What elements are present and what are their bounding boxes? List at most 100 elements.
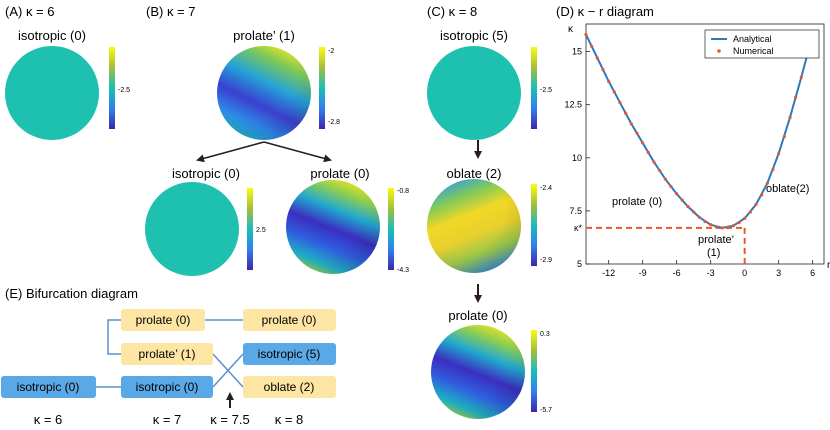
series-numerical-point	[794, 95, 798, 99]
series-numerical-point	[652, 160, 656, 164]
series-numerical-point	[692, 210, 696, 214]
kappa-label-7: κ = 7	[153, 412, 182, 427]
kappa-label-6: κ = 6	[34, 412, 63, 427]
colorbar-b-top	[319, 47, 325, 129]
series-numerical-point	[748, 210, 752, 214]
box-oblate-k8	[243, 376, 336, 398]
colorbar-c-bottom-max: 0.3	[540, 331, 550, 338]
y-tick-label: 7.5	[569, 206, 582, 216]
box-prolate-prime-k7-label: prolate’ (1)	[139, 347, 196, 361]
panel-a-title: (A) κ = 6	[5, 4, 55, 19]
series-numerical-point	[635, 131, 639, 135]
sphere-label-c-prolate: prolate (0)	[448, 308, 507, 323]
colorbar-c-bottom-min: -5.7	[540, 407, 552, 414]
series-numerical-point	[669, 184, 673, 189]
legend-numerical-label: Numerical	[733, 46, 774, 56]
y-axis-label: κ	[568, 24, 574, 35]
series-numerical-point	[714, 225, 718, 229]
x-axis-label: r	[827, 260, 830, 271]
annotation-prolate-prime-n: (1)	[707, 247, 720, 259]
y-tick-label: 5	[577, 259, 582, 269]
box-prolate-k8-label: prolate (0)	[262, 313, 317, 327]
series-numerical-point	[607, 79, 611, 83]
colorbar-a-tick: -2.5	[118, 87, 130, 94]
series-numerical-point	[760, 193, 764, 197]
box-isotropic-k7	[121, 376, 213, 398]
box-isotropic-k7-label: isotropic (0)	[136, 380, 199, 394]
series-numerical-point	[703, 219, 707, 224]
sphere-c-isotropic	[427, 46, 521, 140]
sphere-label-b-isotropic: isotropic (0)	[172, 166, 240, 181]
annotation-oblate: oblate(2)	[766, 183, 809, 195]
box-isotropic-k8	[243, 343, 336, 365]
series-numerical-point	[737, 220, 741, 225]
sphere-label-a-isotropic: isotropic (0)	[18, 28, 86, 43]
arrow-b-left	[196, 141, 265, 163]
colorbar-c-mid	[531, 184, 537, 266]
series-numerical-point	[754, 202, 758, 207]
series-numerical-point	[601, 68, 605, 72]
colorbar-b-right	[388, 188, 394, 270]
box-isotropic-k8-label: isotropic (5)	[258, 347, 321, 361]
box-prolate-k8	[243, 309, 336, 331]
sphere-b-isotropic	[145, 182, 239, 276]
series-numerical-point	[782, 134, 786, 139]
panel-d-title: (D) κ − r diagram	[556, 4, 654, 19]
sphere-a-isotropic	[5, 46, 99, 140]
series-numerical-point	[680, 198, 684, 202]
series-numerical-point	[595, 56, 599, 60]
sphere-label-b-prolate-prime: prolate’ (1)	[233, 28, 295, 43]
box-prolate-prime-k7	[121, 343, 213, 365]
series-numerical-point	[720, 226, 724, 230]
series-numerical-point	[709, 223, 713, 227]
series-numerical-point	[629, 122, 633, 126]
colorbar-b-right-min: -4.3	[397, 267, 409, 274]
series-numerical-point	[686, 205, 690, 209]
colorbar-a	[109, 47, 115, 129]
series-numerical-point	[771, 167, 775, 172]
box-isotropic-k6-label: isotropic (0)	[17, 380, 80, 394]
series-numerical-point	[641, 141, 645, 145]
annotation-prolate-prime: prolate’	[698, 234, 734, 246]
series-numerical-point	[731, 224, 735, 228]
colorbar-c-mid-min: -2.9	[540, 257, 552, 264]
arrow-b-right	[263, 141, 332, 163]
sphere-label-c-isotropic: isotropic (5)	[440, 28, 508, 43]
colorbar-b-top-min: -2.8	[328, 119, 340, 126]
kappa-label-7-5: κ = 7.5	[210, 412, 249, 427]
y-tick-label: 15	[572, 47, 582, 57]
series-numerical-point	[658, 168, 662, 173]
series-numerical-point	[743, 216, 747, 220]
series-numerical-point	[646, 150, 650, 155]
colorbar-b-right-max: -0.8	[397, 188, 409, 195]
panel-e-title: (E) Bifurcation diagram	[5, 286, 138, 301]
series-numerical-point	[697, 215, 701, 219]
series-numerical-point	[612, 90, 616, 94]
series-numerical-point	[590, 44, 594, 48]
series-numerical-point	[777, 151, 781, 156]
kappa-label-8: κ = 8	[275, 412, 304, 427]
y-tick-label: 10	[572, 153, 582, 163]
x-tick-label: 0	[742, 268, 747, 278]
colorbar-c-top-tick: -2.5	[540, 87, 552, 94]
series-numerical-point	[799, 75, 803, 79]
x-tick-label: 3	[776, 268, 781, 278]
box-prolate-k7	[121, 309, 205, 331]
x-tick-label: -6	[673, 268, 681, 278]
series-numerical-point	[624, 111, 628, 115]
x-tick-label: 6	[810, 268, 815, 278]
x-tick-label: -12	[602, 268, 615, 278]
panel-b-title: (B) κ = 7	[146, 4, 196, 19]
kappa-star-label: κ*	[574, 223, 583, 233]
series-numerical-point	[584, 33, 588, 37]
series-numerical-point	[663, 177, 667, 181]
legend-box	[704, 29, 820, 59]
series-numerical-point	[765, 181, 769, 185]
series-numerical-point	[675, 192, 679, 196]
x-tick-label: -9	[639, 268, 647, 278]
sphere-label-b-prolate: prolate (0)	[310, 166, 369, 181]
colorbar-b-left	[247, 188, 253, 270]
kappa-r-chart: -12 -9 -6 -3 0 3 6 5 7.5 10 12.5 15 r κ κ* prolate (0) p…	[564, 23, 830, 278]
colorbar-b-left-tick: 2.5	[256, 227, 266, 234]
